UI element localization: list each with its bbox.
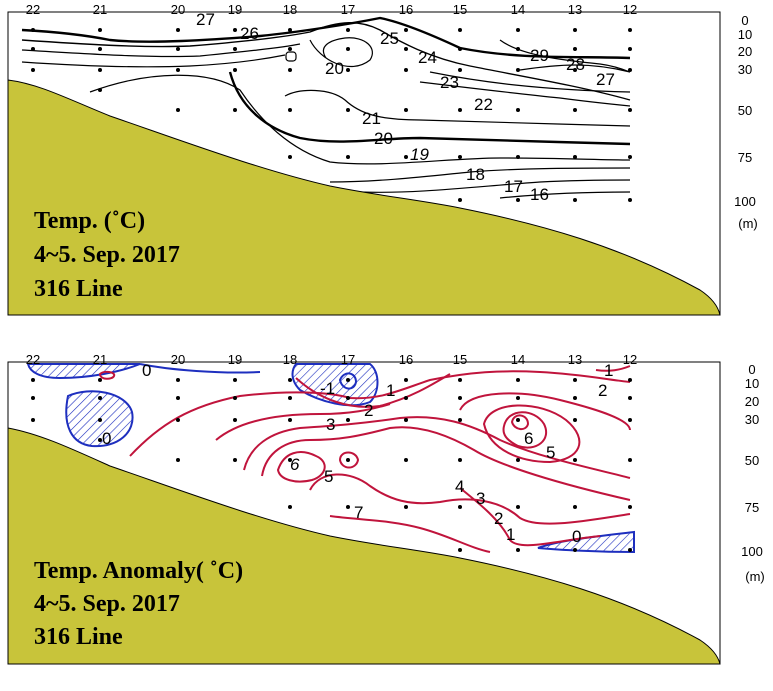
x-tick-label: 19 [228, 352, 242, 367]
depth-tick-label: 75 [738, 150, 752, 165]
depth-tick-label: 0 [748, 362, 755, 377]
seabed [7, 427, 721, 665]
contour-label: 6 [524, 429, 533, 448]
contour-label: 22 [474, 95, 493, 114]
contour-label: 5 [546, 443, 555, 462]
contour-label: 19 [410, 145, 429, 164]
contour-label: 2 [494, 509, 503, 528]
depth-tick-label: 10 [745, 376, 759, 391]
contour-label: 27 [596, 70, 615, 89]
legend-line: 316 Line [34, 276, 123, 302]
x-tick-label: 16 [399, 2, 413, 17]
x-tick-labels: 22 21 20 19 18 17 16 15 14 13 12 [26, 352, 637, 367]
depth-tick-label: 10 [738, 27, 752, 42]
contour-label: 0 [102, 429, 111, 448]
x-tick-label: 21 [93, 352, 107, 367]
contour-label: 1 [604, 361, 613, 380]
x-tick-label: 19 [228, 2, 242, 17]
depth-tick-label: 100 [741, 544, 763, 559]
contour-label: 18 [466, 165, 485, 184]
depth-tick-labels: 0 10 20 30 50 75 100 (m) [734, 13, 758, 231]
x-tick-label: 14 [511, 2, 525, 17]
x-tick-label: 15 [453, 352, 467, 367]
contour-label: 2 [364, 401, 373, 420]
depth-tick-label: 30 [745, 412, 759, 427]
contour-label: 25 [380, 29, 399, 48]
x-tick-label: 13 [568, 2, 582, 17]
x-tick-label: 14 [511, 352, 525, 367]
contour-label: 2 [598, 381, 607, 400]
x-tick-label: 16 [399, 352, 413, 367]
x-tick-label: 15 [453, 2, 467, 17]
depth-tick-label: 100 [734, 194, 756, 209]
anomaly-panel: 0 0 -1 1 2 3 6 5 7 4 3 2 1 6 5 2 1 0 22 … [7, 352, 765, 665]
legend-date: 4~5. Sep. 2017 [34, 242, 180, 268]
depth-unit: (m) [745, 569, 765, 584]
x-tick-label: 17 [341, 2, 355, 17]
contour-label: 0 [142, 361, 151, 380]
contour-label: 28 [566, 55, 585, 74]
contour-label: 16 [530, 185, 549, 204]
legend-line: 316 Line [34, 624, 123, 650]
depth-tick-label: 75 [745, 500, 759, 515]
x-tick-label: 12 [623, 352, 637, 367]
x-tick-label: 12 [623, 2, 637, 17]
contour-label: 6 [290, 455, 300, 474]
anomaly-legend: Temp. Anomaly( ˚C) 4~5. Sep. 2017 316 Li… [34, 558, 243, 650]
x-tick-label: 13 [568, 352, 582, 367]
temperature-contour-labels: 27 26 25 24 23 22 21 20 20 19 18 17 16 2… [196, 10, 615, 204]
depth-tick-label: 0 [741, 13, 748, 28]
anomaly-contour-labels: 0 0 -1 1 2 3 6 5 7 4 3 2 1 6 5 2 1 0 [102, 361, 613, 546]
x-tick-label: 20 [171, 352, 185, 367]
contour-label: 24 [418, 48, 437, 67]
contour-label: -1 [320, 379, 335, 398]
contour-label: 7 [354, 503, 363, 522]
legend-title: Temp. Anomaly( ˚C) [34, 558, 243, 584]
depth-tick-label: 50 [738, 103, 752, 118]
depth-unit: (m) [738, 216, 758, 231]
contour-label: 23 [440, 73, 459, 92]
anomaly-contours [98, 365, 631, 553]
contour-label: 4 [455, 477, 464, 496]
contour-label: 20 [325, 59, 344, 78]
x-tick-label: 18 [283, 352, 297, 367]
x-tick-label: 17 [341, 352, 355, 367]
contour-label: 5 [324, 467, 333, 486]
temperature-legend: Temp. (˚C) 4~5. Sep. 2017 316 Line [34, 208, 180, 302]
x-tick-label: 21 [93, 2, 107, 17]
x-tick-label: 22 [26, 352, 40, 367]
contour-label: 1 [506, 525, 515, 544]
depth-tick-labels: 0 10 20 30 50 75 100 (m) [741, 362, 765, 584]
x-tick-label: 20 [171, 2, 185, 17]
sampling-points [31, 378, 632, 552]
contour-label: 29 [530, 46, 549, 65]
depth-tick-label: 20 [745, 394, 759, 409]
temperature-panel: 27 26 25 24 23 22 21 20 20 19 18 17 16 2… [7, 2, 758, 316]
x-tick-labels: 22 21 20 19 18 17 16 15 14 13 12 [26, 2, 637, 17]
contour-label: 20 [374, 129, 393, 148]
depth-tick-label: 50 [745, 453, 759, 468]
legend-date: 4~5. Sep. 2017 [34, 591, 180, 617]
x-tick-label: 18 [283, 2, 297, 17]
sampling-points [31, 28, 632, 202]
x-tick-label: 22 [26, 2, 40, 17]
legend-title: Temp. (˚C) [34, 208, 145, 234]
seabed [7, 79, 721, 316]
contour-label: 0 [572, 527, 581, 546]
contour-label: 27 [196, 10, 215, 29]
depth-tick-label: 20 [738, 44, 752, 59]
contour-label: 3 [326, 415, 335, 434]
contour-label: 21 [362, 109, 381, 128]
depth-tick-label: 30 [738, 62, 752, 77]
contour-label: 3 [476, 489, 485, 508]
contour-label: 17 [504, 177, 523, 196]
contour-label: 1 [386, 381, 395, 400]
contour-label: 26 [240, 24, 259, 43]
